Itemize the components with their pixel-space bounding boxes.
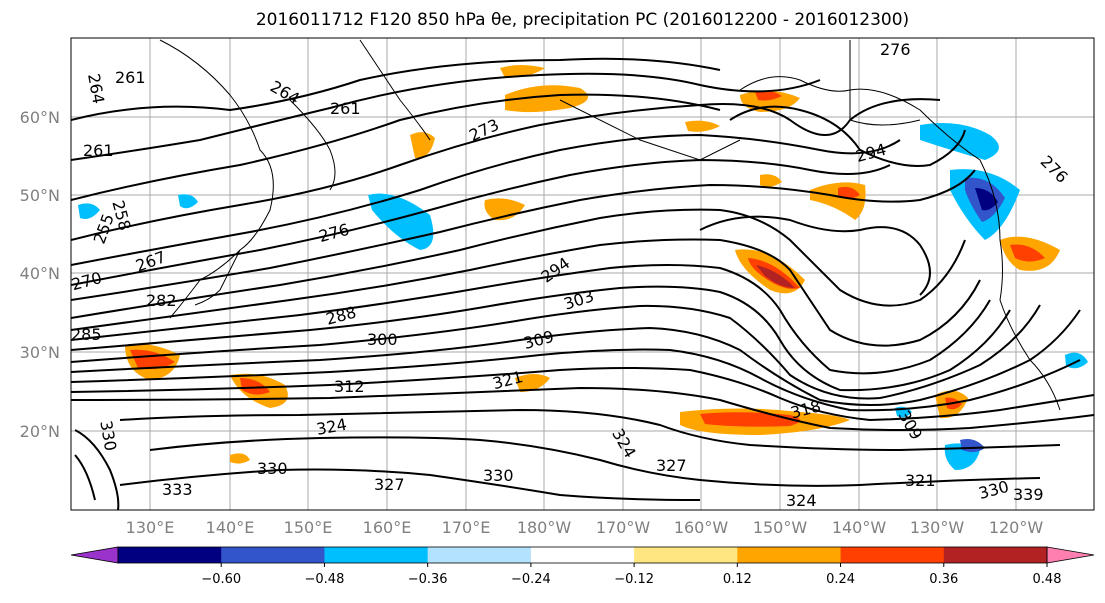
lon-label: 150°W bbox=[753, 518, 808, 537]
colorbar-tick-label: −0.48 bbox=[305, 572, 345, 587]
coastlines bbox=[159, 39, 1061, 411]
lon-label: 140°E bbox=[206, 518, 255, 537]
contour-label: 300 bbox=[367, 330, 398, 349]
colorbar-extend-high bbox=[1046, 546, 1095, 564]
contour-label: 339 bbox=[1013, 485, 1044, 504]
map-frame bbox=[70, 37, 1095, 511]
latitude-labels: 60°N 50°N 40°N 30°N 20°N bbox=[20, 108, 60, 441]
contour-label: 333 bbox=[162, 480, 193, 499]
colorbar bbox=[70, 546, 1095, 564]
contour-label: 285 bbox=[71, 325, 102, 344]
contour-label: 261 bbox=[83, 141, 114, 160]
contour-label: 276 bbox=[880, 40, 911, 59]
lat-label: 30°N bbox=[20, 343, 60, 362]
lon-label: 140°W bbox=[832, 518, 887, 537]
lon-label: 120°W bbox=[989, 518, 1044, 537]
colorbar-tick-label: −0.24 bbox=[511, 572, 551, 587]
contour-label: 321 bbox=[905, 471, 936, 490]
lat-label: 60°N bbox=[20, 108, 60, 127]
lon-label: 160°E bbox=[363, 518, 412, 537]
colorbar-segment bbox=[427, 547, 532, 563]
lon-label: 150°E bbox=[284, 518, 333, 537]
chart-title: 2016011712 F120 850 hPa θe, precipitatio… bbox=[255, 10, 910, 30]
contour-label: 327 bbox=[374, 475, 405, 494]
lat-label: 20°N bbox=[20, 422, 60, 441]
contour-label: 312 bbox=[334, 377, 365, 396]
contour-label: 327 bbox=[656, 456, 687, 475]
lat-label: 50°N bbox=[20, 186, 60, 205]
colorbar-segment bbox=[324, 547, 429, 563]
colorbar-segment bbox=[221, 547, 325, 563]
lon-label: 160°W bbox=[674, 518, 729, 537]
contour-label: 330 bbox=[483, 466, 514, 485]
colorbar-frame bbox=[117, 546, 1048, 564]
colorbar-segment bbox=[737, 547, 842, 563]
contour-label: 282 bbox=[146, 291, 177, 310]
colorbar-segment bbox=[118, 547, 222, 563]
contour-label: 330 bbox=[257, 459, 288, 478]
contour-label: 261 bbox=[330, 99, 361, 118]
colorbar-tick-label: −0.12 bbox=[614, 572, 654, 587]
lon-label: 130°E bbox=[126, 518, 175, 537]
contour-label: 261 bbox=[115, 68, 146, 87]
longitude-labels: 130°E 140°E 150°E 160°E 170°E 180°W 170°… bbox=[126, 518, 1044, 537]
theta-e-contours bbox=[71, 57, 1094, 510]
lon-label: 130°W bbox=[910, 518, 965, 537]
colorbar-tick-label: 0.48 bbox=[1033, 572, 1062, 587]
lat-label: 40°N bbox=[20, 264, 60, 283]
colorbar-segment bbox=[530, 547, 635, 563]
lon-label: 170°E bbox=[442, 518, 491, 537]
colorbar-segment bbox=[943, 547, 1048, 563]
colorbar-tick-label: 0.36 bbox=[929, 572, 958, 587]
colorbar-segment bbox=[634, 547, 738, 563]
colorbar-extend-low bbox=[70, 546, 119, 564]
lon-label: 170°W bbox=[596, 518, 651, 537]
colorbar-ticks: −0.60 −0.48 −0.36 −0.24 −0.12 0.12 0.24 0.36 0.4… bbox=[201, 563, 1062, 587]
colorbar-tick-label: −0.36 bbox=[408, 572, 448, 587]
lon-label: 180°W bbox=[517, 518, 572, 537]
colorbar-tick-label: 0.12 bbox=[723, 572, 752, 587]
colorbar-segment bbox=[840, 547, 945, 563]
colorbar-tick-label: −0.60 bbox=[201, 572, 241, 587]
contour-label: 324 bbox=[786, 491, 817, 510]
colorbar-tick-label: 0.24 bbox=[826, 572, 855, 587]
